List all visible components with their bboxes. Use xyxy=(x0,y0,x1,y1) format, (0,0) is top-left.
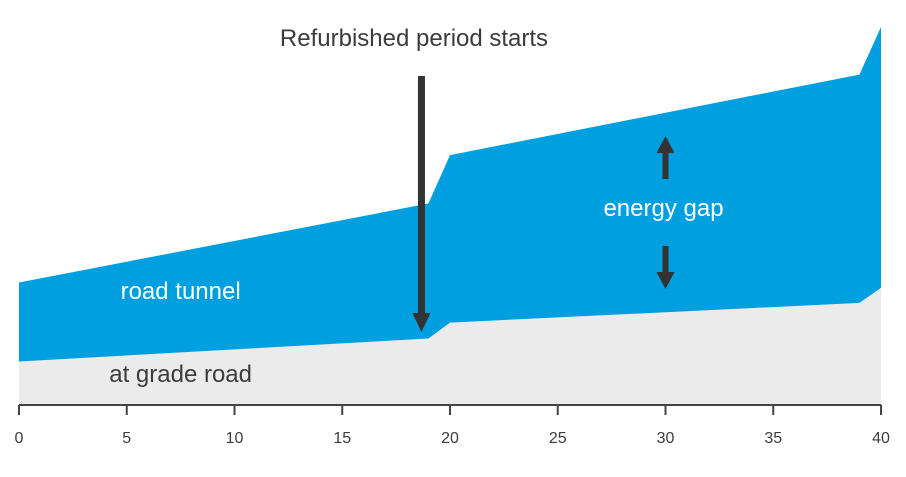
x-tick-label: 25 xyxy=(549,430,567,447)
x-tick-label: 5 xyxy=(122,430,131,447)
x-tick-label: 0 xyxy=(15,430,24,447)
road-tunnel-label: road tunnel xyxy=(121,278,241,305)
refurbished-period-annotation: Refurbished period starts xyxy=(280,25,548,52)
refurbished-down-arrow-icon xyxy=(412,76,431,332)
at-grade-road-label: at grade road xyxy=(109,361,252,388)
x-tick-label: 15 xyxy=(333,430,351,447)
energy-gap-up-arrow-icon xyxy=(656,136,675,179)
area-at-grade-road xyxy=(19,287,881,405)
x-tick-label: 30 xyxy=(657,430,675,447)
x-tick-label: 20 xyxy=(441,430,459,447)
area-road-tunnel xyxy=(19,27,881,405)
x-tick-label: 40 xyxy=(872,430,890,447)
x-tick-label: 10 xyxy=(226,430,244,447)
energy-gap-down-arrow-icon xyxy=(656,246,675,289)
x-tick-label: 35 xyxy=(764,430,782,447)
energy-gap-label: energy gap xyxy=(603,195,723,222)
